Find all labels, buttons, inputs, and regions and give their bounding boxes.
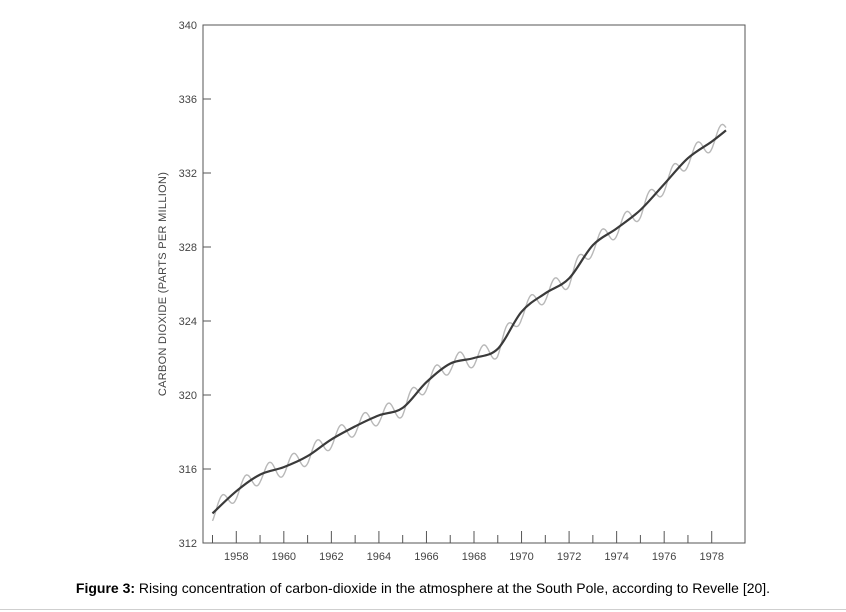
y-axis-title: CARBON DIOXIDE (PARTS PER MILLION) xyxy=(157,172,169,396)
x-axis: 1958 1960 1962 1964 1966 1968 1970 1972 1974 1976… xyxy=(212,531,724,563)
y-tick-label: 312 xyxy=(179,538,197,550)
y-tick-label: 324 xyxy=(179,316,197,328)
y-tick-label: 340 xyxy=(179,20,197,32)
x-tick-label: 1960 xyxy=(272,551,296,563)
y-tick-label: 328 xyxy=(179,242,197,254)
y-tick-label: 316 xyxy=(179,464,197,476)
x-tick-label: 1978 xyxy=(699,551,723,563)
x-tick-label: 1966 xyxy=(414,551,438,563)
y-tick-label: 336 xyxy=(179,94,197,106)
x-tick-label: 1962 xyxy=(319,551,343,563)
x-tick-label: 1974 xyxy=(604,551,628,563)
seasonal-series-line xyxy=(211,123,727,522)
x-tick-label: 1976 xyxy=(652,551,676,563)
x-tick-label: 1972 xyxy=(557,551,581,563)
x-tick-label: 1970 xyxy=(509,551,533,563)
plot-frame xyxy=(202,24,746,544)
y-axis: 312 316 320 324 328 332 336 340 xyxy=(179,20,211,550)
x-tick-label: 1958 xyxy=(224,551,248,563)
co2-line-chart: 312 316 320 324 328 332 336 340 1958 1960 1962 196… xyxy=(157,20,746,563)
caption-text: Rising concentration of carbon-dioxide i… xyxy=(135,580,771,596)
y-tick-label: 332 xyxy=(179,168,197,180)
x-tick-label: 1968 xyxy=(462,551,486,563)
trend-series-line xyxy=(211,129,727,515)
y-tick-label: 320 xyxy=(179,390,197,402)
caption-label: Figure 3: xyxy=(75,580,136,596)
bottom-divider xyxy=(0,609,846,610)
x-tick-label: 1964 xyxy=(367,551,391,563)
figure-caption: Figure 3: Rising concentration of carbon… xyxy=(0,580,846,596)
